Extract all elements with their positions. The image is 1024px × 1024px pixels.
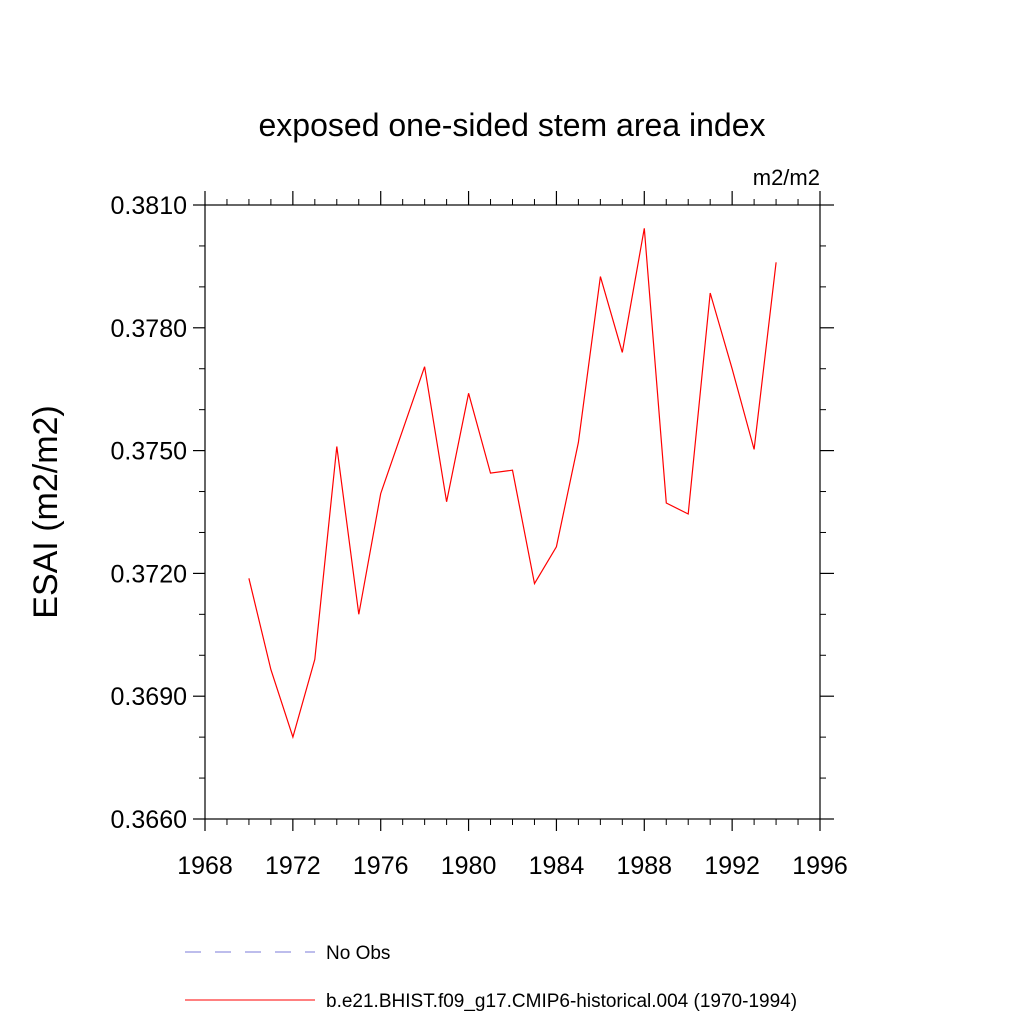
y-tick-label: 0.3780 bbox=[111, 315, 187, 343]
series-line bbox=[248, 228, 777, 740]
x-axis: 1968 1972 1976 1980 1984 1988 1992 1996 bbox=[177, 191, 848, 880]
x-tick-label: 1984 bbox=[529, 852, 585, 880]
units-label: m2/m2 bbox=[753, 165, 820, 190]
x-tick-label: 1996 bbox=[792, 852, 848, 880]
x-tick-label: 1968 bbox=[177, 852, 233, 880]
y-axis: 0.3660 0.3690 0.3720 0.3750 0.3780 0.3810 bbox=[111, 192, 834, 834]
x-tick-label: 1980 bbox=[441, 852, 497, 880]
plot-frame bbox=[204, 204, 821, 820]
x-tick-label: 1988 bbox=[616, 852, 672, 880]
chart-title: exposed one-sided stem area index bbox=[259, 107, 766, 143]
x-tick-label: 1972 bbox=[265, 852, 321, 880]
y-tick-label: 0.3750 bbox=[111, 438, 187, 466]
y-axis-label: ESAI (m2/m2) bbox=[27, 405, 65, 618]
legend-label-historical: b.e21.BHIST.f09_g17.CMIP6-historical.004… bbox=[326, 991, 797, 1012]
legend-label-no-obs: No Obs bbox=[326, 943, 390, 964]
x-tick-label: 1976 bbox=[353, 852, 409, 880]
y-tick-label: 0.3720 bbox=[111, 560, 187, 588]
y-tick-label: 0.3810 bbox=[111, 192, 187, 220]
y-tick-label: 0.3690 bbox=[111, 683, 187, 711]
series-layer bbox=[248, 228, 777, 740]
x-tick-label: 1992 bbox=[704, 852, 760, 880]
y-tick-label: 0.3660 bbox=[111, 806, 187, 834]
legend: No Obs b.e21.BHIST.f09_g17.CMIP6-histori… bbox=[185, 943, 797, 1012]
